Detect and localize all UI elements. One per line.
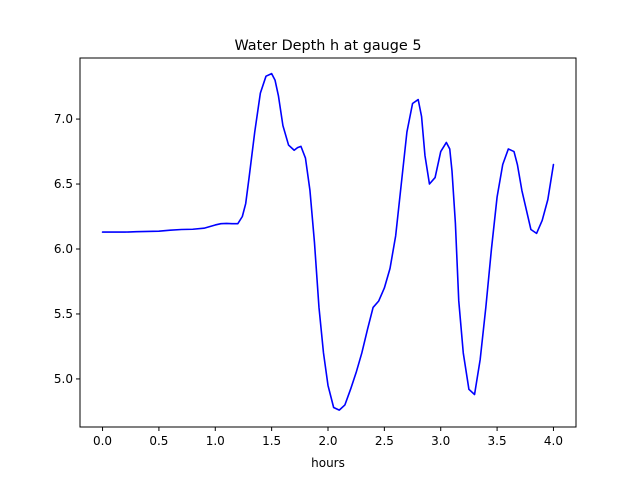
x-tick-label: 2.0 (318, 434, 337, 448)
x-tick-label: 1.5 (262, 434, 281, 448)
x-tick-label: 2.5 (375, 434, 394, 448)
chart-title: Water Depth h at gauge 5 (234, 38, 421, 54)
x-tick-label: 3.0 (431, 434, 450, 448)
x-tick-label: 0.5 (149, 434, 168, 448)
series-line (101, 72, 555, 411)
y-axis: 5.0 5.5 6.0 6.5 7.0 (54, 112, 80, 386)
y-tick-label: 6.5 (54, 177, 73, 191)
y-tick-label: 5.5 (54, 307, 73, 321)
y-tick-label: 5.0 (54, 372, 73, 386)
x-tick-label: 1.0 (206, 434, 225, 448)
x-axis-label: hours (311, 456, 345, 470)
x-tick-label: 3.5 (488, 434, 507, 448)
y-tick-label: 6.0 (54, 242, 73, 256)
x-tick-label: 0.0 (93, 434, 112, 448)
x-tick-label: 4.0 (544, 434, 563, 448)
x-axis: 0.0 0.5 1.0 1.5 2.0 2.5 3.0 3.5 4.0 (93, 427, 563, 448)
y-tick-label: 7.0 (54, 112, 73, 126)
